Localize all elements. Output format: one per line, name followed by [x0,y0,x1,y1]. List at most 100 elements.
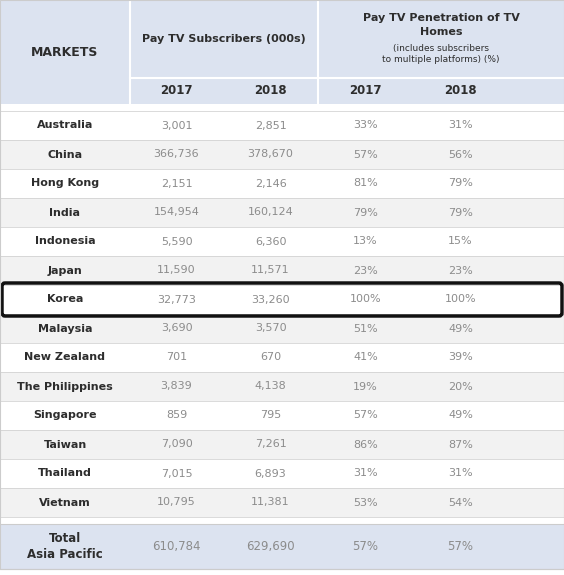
Text: 378,670: 378,670 [248,150,293,159]
Text: 2018: 2018 [444,85,477,98]
Bar [0,459,564,488]
Text: 6,360: 6,360 [255,236,287,247]
Text: Pay TV Subscribers (000s): Pay TV Subscribers (000s) [142,34,306,44]
Bar [0,488,564,517]
Text: 11,590: 11,590 [157,266,196,275]
Text: 6,893: 6,893 [254,469,287,478]
Text: 11,571: 11,571 [251,266,290,275]
Text: Singapore: Singapore [33,411,97,420]
Text: 23%: 23% [353,266,378,275]
Text: 366,736: 366,736 [153,150,199,159]
Text: 56%: 56% [448,150,473,159]
Text: 13%: 13% [353,236,378,247]
Bar [0,401,564,430]
Text: 3,690: 3,690 [161,324,192,334]
Bar [0,285,564,314]
Text: Thailand: Thailand [38,469,92,478]
Bar [0,372,564,401]
Text: 32,773: 32,773 [157,294,196,305]
Text: 81%: 81% [353,178,378,189]
Text: 795: 795 [260,411,281,420]
Bar [0,169,564,198]
Bar [0,140,564,169]
Bar [0,227,564,256]
Text: Taiwan: Taiwan [43,439,87,450]
Text: 154,954: 154,954 [153,208,200,217]
Text: 100%: 100% [444,294,477,305]
Text: 11,381: 11,381 [251,497,290,508]
Text: 4,138: 4,138 [254,381,287,392]
Text: 3,001: 3,001 [161,121,192,131]
Text: 20%: 20% [448,381,473,392]
Text: to multiple platforms) (%): to multiple platforms) (%) [382,56,500,64]
Text: 2,851: 2,851 [254,121,287,131]
Text: 54%: 54% [448,497,473,508]
Text: 7,261: 7,261 [254,439,287,450]
Text: 49%: 49% [448,411,473,420]
Text: Malaysia: Malaysia [38,324,92,334]
Bar [0,111,564,140]
Bar [0,343,564,372]
Bar [0,198,564,227]
Text: 79%: 79% [448,178,473,189]
Text: MARKETS: MARKETS [32,45,99,59]
Bar [0,0,564,78]
Bar [0,524,564,569]
Text: Pay TV Penetration of TV: Pay TV Penetration of TV [363,13,519,23]
Text: 39%: 39% [448,352,473,362]
Text: 7,015: 7,015 [161,469,192,478]
Bar [0,78,564,104]
Text: New Zealand: New Zealand [24,352,105,362]
Text: 2017: 2017 [349,85,382,98]
Text: 10,795: 10,795 [157,497,196,508]
Text: Australia: Australia [37,121,93,131]
Bar [0,430,564,459]
Text: 86%: 86% [353,439,378,450]
Text: 5,590: 5,590 [161,236,192,247]
Text: Japan: Japan [47,266,82,275]
Text: 57%: 57% [353,150,378,159]
Text: 2,151: 2,151 [161,178,192,189]
Text: 100%: 100% [350,294,381,305]
Bar [0,104,564,111]
Text: India: India [50,208,81,217]
Text: The Philippines: The Philippines [17,381,113,392]
Text: 33%: 33% [353,121,378,131]
Text: Korea: Korea [47,294,83,305]
Text: 3,570: 3,570 [255,324,287,334]
Text: 79%: 79% [353,208,378,217]
Text: 160,124: 160,124 [248,208,293,217]
Text: 670: 670 [260,352,281,362]
Text: 7,090: 7,090 [161,439,192,450]
Text: 31%: 31% [448,121,473,131]
Text: Homes: Homes [420,27,462,37]
Text: 53%: 53% [353,497,378,508]
Text: 15%: 15% [448,236,473,247]
Text: 629,690: 629,690 [246,540,295,553]
Text: 3,839: 3,839 [161,381,192,392]
Text: 31%: 31% [353,469,378,478]
Text: 33,260: 33,260 [251,294,290,305]
Text: Vietnam: Vietnam [39,497,91,508]
Text: China: China [47,150,82,159]
Text: 19%: 19% [353,381,378,392]
Text: (includes subscribers: (includes subscribers [393,44,489,52]
Text: 701: 701 [166,352,187,362]
Text: Indonesia: Indonesia [35,236,95,247]
Text: Total
Asia Pacific: Total Asia Pacific [27,532,103,561]
Text: 49%: 49% [448,324,473,334]
Text: 87%: 87% [448,439,473,450]
Text: 41%: 41% [353,352,378,362]
Text: 79%: 79% [448,208,473,217]
Text: 51%: 51% [353,324,378,334]
Text: 31%: 31% [448,469,473,478]
Text: 610,784: 610,784 [152,540,201,553]
Text: Hong Kong: Hong Kong [31,178,99,189]
Bar [0,256,564,285]
Text: 2018: 2018 [254,85,287,98]
Text: 23%: 23% [448,266,473,275]
Text: 859: 859 [166,411,187,420]
Text: 2,146: 2,146 [254,178,287,189]
Text: 2017: 2017 [160,85,193,98]
Text: 57%: 57% [447,540,474,553]
